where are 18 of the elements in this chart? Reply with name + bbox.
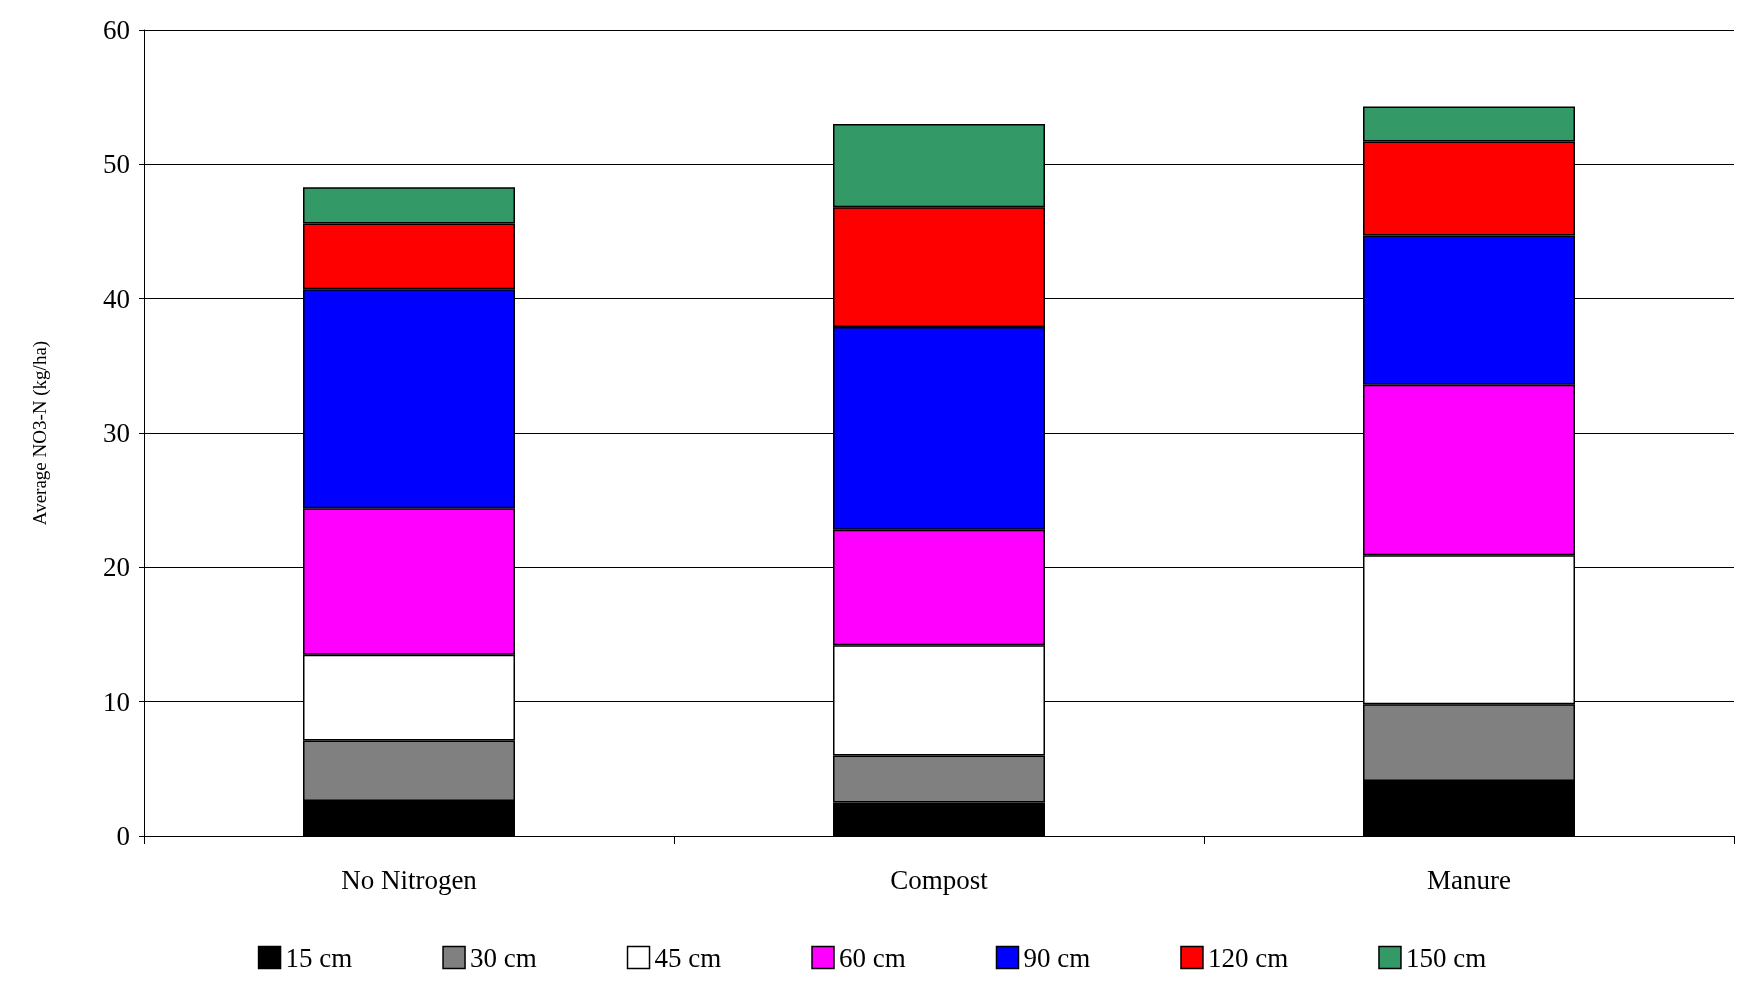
legend-label: 30 cm xyxy=(470,942,537,973)
legend-label: 150 cm xyxy=(1405,942,1487,973)
y-tick-label: 60 xyxy=(103,15,130,45)
x-tick-label: Manure xyxy=(1427,864,1511,895)
x-tick-label: No Nitrogen xyxy=(341,864,478,895)
legend-label: 120 cm xyxy=(1207,942,1289,973)
legend-label: 15 cm xyxy=(285,942,353,973)
legend-label: 45 cm xyxy=(654,942,722,973)
y-tick-label: 30 xyxy=(103,418,130,448)
y-tick-label: 40 xyxy=(103,283,130,314)
legend-label: 60 cm xyxy=(839,942,906,973)
x-tick-label: Compost xyxy=(890,864,989,895)
y-tick-label: 10 xyxy=(103,686,130,717)
y-tick-label: 20 xyxy=(103,552,130,583)
y-tick-label: 50 xyxy=(103,149,130,180)
y-axis-title: Average NO3-N (kg/ha) xyxy=(29,340,51,526)
y-tick-label: 0 xyxy=(116,821,130,851)
legend-label: 90 cm xyxy=(1023,942,1091,973)
